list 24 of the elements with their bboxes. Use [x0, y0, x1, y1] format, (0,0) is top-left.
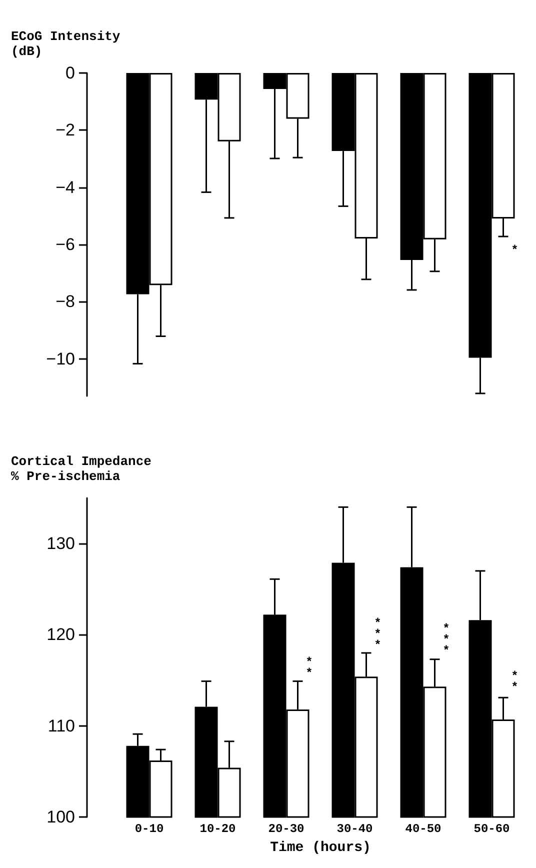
- y-tick-label: −8: [56, 292, 75, 312]
- y-tick-label: 110: [48, 716, 75, 736]
- y-tick-label: −6: [56, 235, 75, 254]
- y-axis-title: ECoG Intensity (dB): [11, 29, 120, 59]
- annotation: ***: [444, 620, 449, 656]
- y-tick-label: −4: [56, 178, 75, 197]
- x-tick-label: 40-50: [405, 822, 442, 836]
- y-tick-label: 130: [46, 534, 75, 554]
- x-tick-label: 30-40: [336, 822, 373, 836]
- annotation: *: [512, 242, 518, 256]
- x-tick-label: 10-20: [200, 822, 236, 836]
- y-tick-label: 120: [46, 625, 75, 644]
- y-tick-label: 0: [66, 64, 75, 82]
- y-tick-label: 100: [46, 808, 75, 826]
- x-tick-label: 0-10: [134, 822, 164, 836]
- x-axis-title: Time (hours): [270, 840, 371, 856]
- annotation: **: [306, 654, 312, 680]
- y-tick-label: −10: [46, 349, 75, 368]
- y-tick-label: −2: [56, 120, 75, 140]
- annotation: ***: [375, 614, 380, 651]
- y-axis-title: Cortical Impedance % Pre-ischemia: [11, 454, 152, 484]
- annotation: **: [512, 668, 518, 693]
- x-tick-label: 20-30: [268, 822, 304, 836]
- x-tick-label: 50-60: [474, 822, 510, 836]
